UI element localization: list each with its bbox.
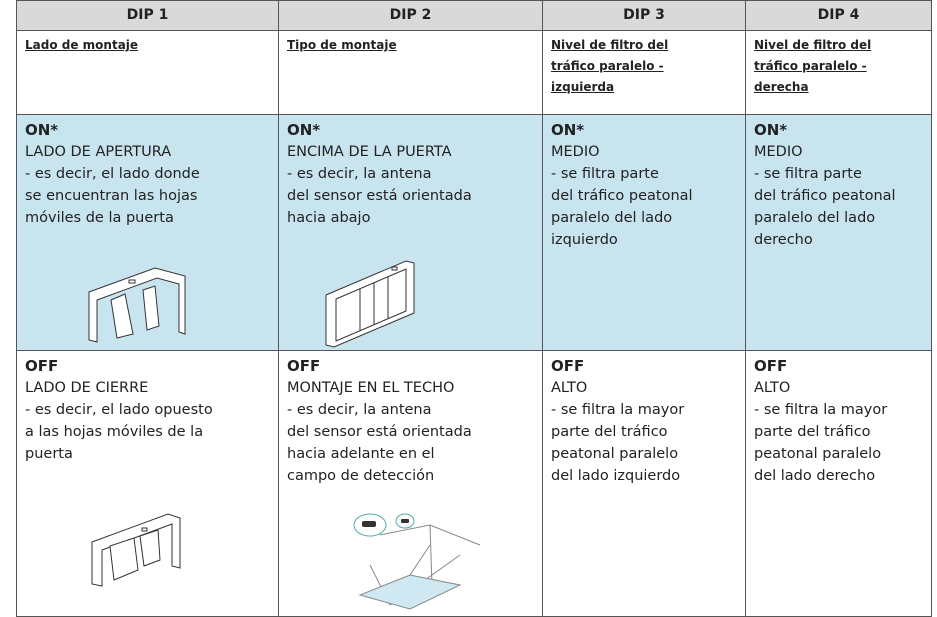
state-label: ON* xyxy=(754,121,788,139)
cell-line: se encuentran las hojas xyxy=(25,188,198,204)
state-label: ON* xyxy=(25,121,59,139)
state-label: OFF xyxy=(287,357,321,375)
cell-line: derecho xyxy=(754,232,813,248)
table-cell: OFF MONTAJE EN EL TECHO - es decir, la ant… xyxy=(278,350,543,617)
subheader-line: Nivel de filtro del xyxy=(551,38,669,52)
subheader-line: Lado de montaje xyxy=(25,38,139,52)
cell-line: MEDIO xyxy=(754,144,803,160)
cell-line: ENCIMA DE LA PUERTA xyxy=(287,144,452,160)
cell-line: hacia adelante en el xyxy=(287,446,435,462)
cell-line: MEDIO xyxy=(551,144,600,160)
subheader-cell: Nivel de filtro del tráfico paralelo - izq… xyxy=(542,30,746,115)
header-cell: DIP 1 xyxy=(16,0,279,31)
door-illustration xyxy=(91,513,181,587)
table-cell: ON* MEDIO - se filtra parte del tráfico pea… xyxy=(542,114,746,351)
cell-line: hacia abajo xyxy=(287,210,371,226)
header-cell: DIP 4 xyxy=(745,0,932,31)
cell-line: LADO DE CIERRE xyxy=(25,380,149,396)
subheader-cell: Lado de montaje xyxy=(16,30,279,115)
cell-line: peatonal paralelo xyxy=(754,446,882,462)
header-cell: DIP 3 xyxy=(542,0,746,31)
subheader-line: tráfico paralelo - xyxy=(551,59,664,73)
state-label: ON* xyxy=(551,121,585,139)
state-label: OFF xyxy=(25,357,59,375)
subheader-line: derecha xyxy=(754,80,809,94)
cell-line: paralelo del lado xyxy=(551,210,673,226)
subheader-line: Nivel de filtro del xyxy=(754,38,872,52)
door-illustration xyxy=(88,267,186,343)
cell-line: del sensor está orientada xyxy=(287,188,472,204)
cell-line: ALTO xyxy=(754,380,791,396)
cell-line: LADO DE APERTURA xyxy=(25,144,172,160)
header-cell: DIP 2 xyxy=(278,0,543,31)
cell-line: del tráfico peatonal xyxy=(754,188,896,204)
table-cell: OFF ALTO - se filtra la mayor parte del trá… xyxy=(745,350,932,617)
subheader-line: tráfico paralelo - xyxy=(754,59,867,73)
cell-line: - es decir, la antena xyxy=(287,402,432,418)
cell-line: peatonal paralelo xyxy=(551,446,679,462)
cell-line: - es decir, el lado opuesto xyxy=(25,402,213,418)
cell-line: parte del tráfico xyxy=(754,424,871,440)
cell-line: - se filtra la mayor xyxy=(551,402,685,418)
door-illustration xyxy=(325,260,415,348)
cell-line: del lado izquierdo xyxy=(551,468,681,484)
table-cell: ON* MEDIO - se filtra parte del tráfico pea… xyxy=(745,114,932,351)
subheader-cell: Tipo de montaje xyxy=(278,30,543,115)
cell-line: a las hojas móviles de la xyxy=(25,424,204,440)
cell-line: del tráfico peatonal xyxy=(551,188,693,204)
subheader-cell: Nivel de filtro del tráfico paralelo - der… xyxy=(745,30,932,115)
state-label: ON* xyxy=(287,121,321,139)
cell-line: MONTAJE EN EL TECHO xyxy=(287,380,455,396)
cell-line: del lado derecho xyxy=(754,468,876,484)
cell-line: del sensor está orientada xyxy=(287,424,472,440)
subheader-line: Tipo de montaje xyxy=(287,38,397,52)
cell-line: - se filtra la mayor xyxy=(754,402,888,418)
cell-line: puerta xyxy=(25,446,73,462)
table-cell: OFF ALTO - se filtra la mayor parte del trá… xyxy=(542,350,746,617)
cell-line: móviles de la puerta xyxy=(25,210,174,226)
cell-line: ALTO xyxy=(551,380,588,396)
state-label: OFF xyxy=(754,357,788,375)
cell-line: - se filtra parte xyxy=(754,166,862,182)
cell-line: - es decir, la antena xyxy=(287,166,432,182)
state-label: OFF xyxy=(551,357,585,375)
subheader-line: izquierda xyxy=(551,80,615,94)
ceiling-illustration xyxy=(353,513,481,610)
cell-line: - es decir, el lado donde xyxy=(25,166,200,182)
cell-line: paralelo del lado xyxy=(754,210,876,226)
cell-line: - se filtra parte xyxy=(551,166,659,182)
cell-line: parte del tráfico xyxy=(551,424,668,440)
cell-line: izquierdo xyxy=(551,232,618,248)
cell-line: campo de detección xyxy=(287,468,435,484)
